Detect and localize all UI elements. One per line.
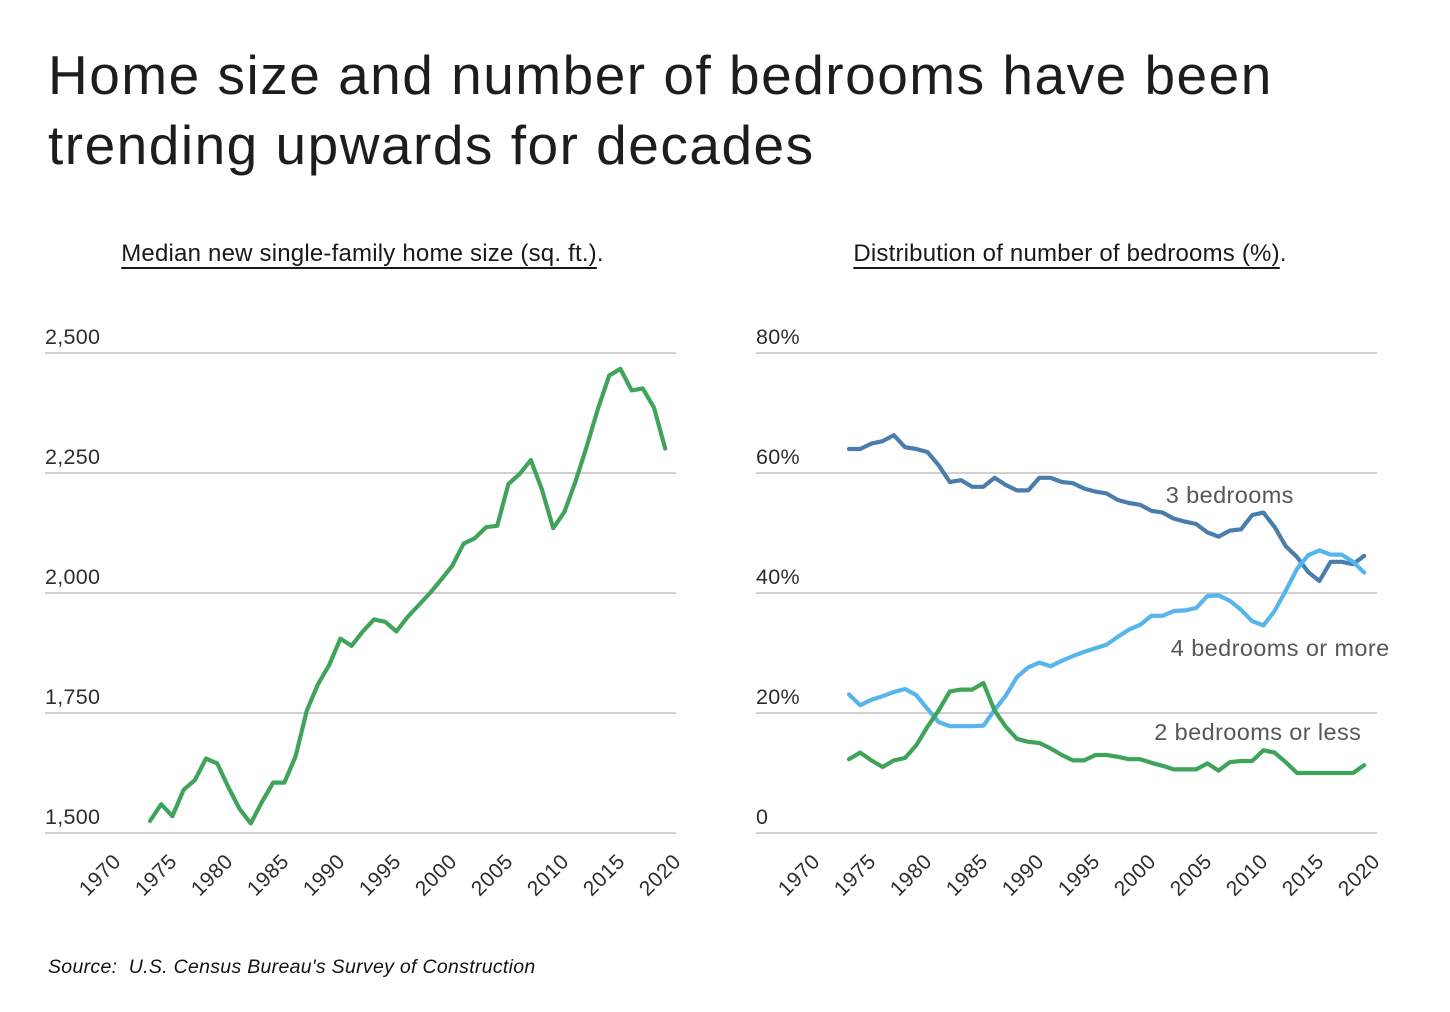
x-axis-tick-label: 1975 (830, 850, 881, 901)
x-axis-tick: 2000 (1110, 850, 1161, 901)
home-size-chart-title-text: Median new single-family home size (sq. … (121, 240, 597, 267)
y-axis-tick-label: 20% (756, 685, 800, 709)
y-axis-tick-label: 2,500 (45, 325, 100, 349)
x-axis-tick: 1975 (830, 850, 881, 901)
x-axis-tick-label: 1985 (942, 850, 993, 901)
home-size-chart-title: Median new single-family home size (sq. … (40, 240, 685, 268)
x-axis-tick: 1970 (774, 850, 825, 901)
x-axis-tick-label: 1980 (187, 850, 238, 901)
home-size-chart: 2,500 2,250 2,000 1,750 1,500 1970 1975 1980 198… (45, 325, 686, 901)
x-axis-tick-label: 1980 (886, 850, 937, 901)
x-axis-tick: 1970 (75, 850, 126, 901)
x-axis-tick: 2005 (467, 850, 518, 901)
series-line-two-bedrooms-or-less (846, 680, 1367, 776)
x-axis-tick-label: 2000 (411, 850, 462, 901)
page-title-line-1: Home size and number of bedrooms have be… (48, 44, 1273, 106)
x-axis-tick-label: 2000 (1110, 850, 1161, 901)
x-axis-tick: 1985 (942, 850, 993, 901)
x-axis-tick-label: 1970 (75, 850, 126, 901)
home-size-chart-title-period: . (596, 240, 604, 267)
x-axis-tick-label: 1985 (243, 850, 294, 901)
x-axis-tick: 1980 (886, 850, 937, 901)
page-title-line-2: trending upwards for decades (48, 114, 815, 176)
bedrooms-chart-title-text: Distribution of number of bedrooms (%) (853, 240, 1280, 267)
x-axis-tick: 2015 (579, 850, 630, 901)
x-axis-tick-label: 2005 (1166, 850, 1217, 901)
x-axis-tick: 2010 (523, 850, 574, 901)
x-axis-tick-label: 1995 (1054, 850, 1105, 901)
x-axis-tick: 1995 (355, 850, 406, 901)
x-axis-tick-label: 2020 (1334, 850, 1385, 901)
x-axis-tick-label: 1970 (774, 850, 825, 901)
x-axis-tick: 2020 (1334, 850, 1385, 901)
x-axis-tick: 1975 (131, 850, 182, 901)
x-axis-tick-label: 1975 (131, 850, 182, 901)
x-axis-tick-label: 1990 (998, 850, 1049, 901)
page-title: Home size and number of bedrooms have be… (48, 40, 1428, 180)
x-axis-tick: 2010 (1222, 850, 1273, 901)
y-axis-tick-label: 0 (756, 805, 768, 829)
series-line-three-bedrooms (846, 433, 1367, 584)
series-label-four-bedrooms-or-more: 4 bedrooms or more (1171, 635, 1390, 661)
x-axis-tick: 1980 (187, 850, 238, 901)
series-line-median-home-size (147, 366, 668, 826)
x-axis-tick-label: 2010 (523, 850, 574, 901)
x-axis-tick: 1990 (299, 850, 350, 901)
y-axis-tick-label: 80% (756, 325, 800, 349)
x-axis-tick-label: 2005 (467, 850, 518, 901)
y-axis-tick-label: 1,500 (45, 805, 100, 829)
x-axis-tick: 2005 (1166, 850, 1217, 901)
x-axis-tick: 1995 (1054, 850, 1105, 901)
x-axis-tick: 2020 (635, 850, 686, 901)
source-note: Source: U.S. Census Bureau's Survey of C… (48, 956, 536, 978)
x-axis-tick: 1990 (998, 850, 1049, 901)
y-axis-tick-label: 1,750 (45, 685, 100, 709)
series-label-three-bedrooms: 3 bedrooms (1166, 482, 1294, 508)
x-axis-tick-label: 2015 (579, 850, 630, 901)
x-axis-tick: 2000 (411, 850, 462, 901)
x-axis-tick-label: 2015 (1278, 850, 1329, 901)
y-axis-tick-label: 60% (756, 445, 800, 469)
y-axis-tick-label: 2,250 (45, 445, 100, 469)
x-axis-tick: 2015 (1278, 850, 1329, 901)
series-label-two-bedrooms-or-less: 2 bedrooms or less (1154, 719, 1361, 745)
x-axis-tick-label: 1995 (355, 850, 406, 901)
y-axis-tick-label: 40% (756, 565, 800, 589)
x-axis-tick: 1985 (243, 850, 294, 901)
bedrooms-chart-title: Distribution of number of bedrooms (%). (745, 240, 1395, 268)
x-axis-tick-label: 2010 (1222, 850, 1273, 901)
x-axis-tick-label: 1990 (299, 850, 350, 901)
x-axis-tick-label: 2020 (635, 850, 686, 901)
bedrooms-chart-title-period: . (1279, 240, 1287, 267)
y-axis-tick-label: 2,000 (45, 565, 100, 589)
